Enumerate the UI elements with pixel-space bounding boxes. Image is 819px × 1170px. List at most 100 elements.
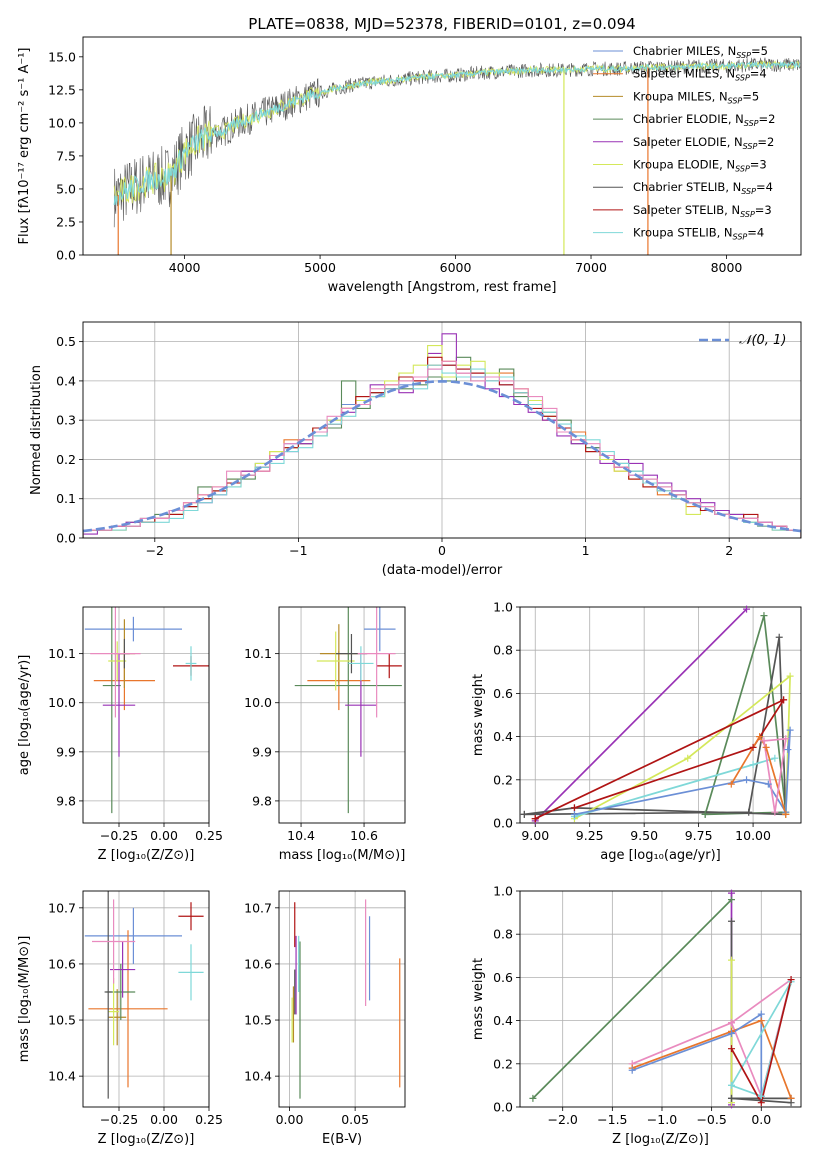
weight-marker — [749, 743, 757, 751]
chart-ebv-mass: 0.00 0.05 10.4 10.5 10.6 10.7 E(B-V) — [244, 890, 406, 1147]
x-tick-label: 0.00 — [150, 1112, 178, 1127]
x-tick-label: −0.5 — [696, 1112, 726, 1127]
y-tick-label: 12.5 — [48, 82, 76, 97]
x-tick-label: 0 — [438, 543, 446, 558]
x-tick-label: 0.25 — [195, 1112, 223, 1127]
y-tick-label: 10.7 — [244, 900, 272, 915]
legend-label: 𝒩(0, 1) — [739, 333, 786, 348]
y-tick-label: 9.8 — [56, 793, 76, 808]
legend-entry: Kroupa MILES, NSSP=5 — [633, 89, 759, 105]
weight-marker — [771, 754, 779, 762]
legend-subscript: SSP — [728, 96, 743, 105]
legend-subscript: SSP — [741, 187, 756, 196]
x-tick-label: 10.6 — [350, 828, 378, 843]
x-tick-label: 0.25 — [195, 828, 223, 843]
legend-value: =3 — [750, 158, 767, 172]
weight-marker — [743, 605, 751, 613]
weight-marker — [727, 780, 735, 788]
weight-marker — [764, 780, 772, 788]
weight-marker — [743, 776, 751, 784]
y-tick-label: 1.0 — [493, 884, 513, 899]
y-tick-label: 0.0 — [493, 1100, 513, 1115]
weight-line — [534, 608, 748, 822]
x-tick-label: −1 — [289, 543, 307, 558]
x-tick-label: 0.00 — [150, 828, 178, 843]
histogram-step — [83, 360, 801, 538]
legend-value: =4 — [756, 180, 773, 194]
y-tick-label: 0.5 — [56, 334, 76, 349]
plot-area — [524, 608, 791, 822]
legend-label: Kroupa ELODIE, N — [633, 158, 735, 172]
y-tick-label: 0.2 — [56, 452, 76, 467]
legend-value: =4 — [747, 226, 764, 240]
x-axis-label: E(B-V) — [322, 1132, 362, 1147]
x-tick-label: 8000 — [711, 260, 743, 275]
weight-marker — [782, 810, 790, 818]
weight-line — [763, 737, 787, 814]
y-tick-label: 15.0 — [48, 49, 76, 64]
axes-frame — [82, 890, 210, 1108]
legend-entry: Chabrier MILES, NSSP=5 — [633, 44, 768, 60]
legend-label: Chabrier MILES, N — [633, 44, 736, 58]
weight-line — [631, 1013, 763, 1097]
y-tick-label: 2.5 — [56, 214, 76, 229]
x-axis-label: mass [log₁₀(M/M⊙)] — [279, 848, 406, 863]
legend-label: Kroupa MILES, N — [633, 89, 728, 103]
weight-marker — [771, 808, 779, 816]
weight-marker — [727, 1045, 735, 1053]
legend-subscript: SSP — [736, 51, 751, 60]
weight-marker — [727, 1081, 735, 1089]
y-tick-label: 0.4 — [493, 729, 513, 744]
chart-z-mass: −0.25 0.00 0.25 10.4 10.5 10.6 10.7 Z [log₁₀(Z/… — [17, 890, 223, 1147]
gaussian-curve — [83, 379, 801, 533]
weight-marker — [727, 896, 735, 904]
x-tick-label: 7000 — [575, 260, 607, 275]
weight-marker — [531, 815, 539, 823]
y-tick-label: 10.5 — [244, 1013, 272, 1028]
legend-subscript: SSP — [733, 233, 748, 242]
legend-value: =5 — [751, 44, 768, 58]
weight-marker — [749, 761, 757, 769]
y-axis-label: Flux [fλ10⁻¹⁷ erg cm⁻² s⁻¹ A⁻¹] — [17, 48, 32, 245]
y-axis-label: mass weight — [471, 958, 486, 1040]
y-tick-label: 9.8 — [252, 793, 272, 808]
legend-label: Chabrier STELIB, N — [633, 180, 741, 194]
y-tick-label: 0.6 — [493, 686, 513, 701]
weight-line — [730, 735, 787, 815]
x-axis-label: Z [log₁₀(Z/Z⊙)] — [98, 848, 195, 863]
chart-title: PLATE=0838, MJD=52378, FIBERID=0101, z=0… — [248, 15, 635, 33]
axes-frame — [519, 606, 802, 824]
weight-marker — [727, 1019, 735, 1027]
weight-marker — [786, 672, 794, 680]
legend-subscript: SSP — [735, 165, 750, 174]
legend-value: =5 — [742, 89, 759, 103]
y-tick-label: 0.2 — [493, 1056, 513, 1071]
weight-marker — [780, 696, 788, 704]
x-tick-label: −2.0 — [548, 1112, 578, 1127]
x-tick-label: 6000 — [440, 260, 472, 275]
weight-marker — [745, 808, 753, 816]
legend-entry: Kroupa ELODIE, NSSP=3 — [633, 158, 767, 174]
x-tick-label: 1 — [582, 543, 590, 558]
y-tick-label: 10.1 — [244, 646, 272, 661]
x-tick-label: 10.00 — [735, 828, 771, 843]
axes-frame — [519, 890, 802, 1108]
y-tick-label: 0.0 — [493, 816, 513, 831]
weight-marker — [782, 735, 790, 743]
y-tick-label: 10.5 — [48, 1013, 76, 1028]
x-tick-label: 9.00 — [521, 828, 549, 843]
weight-marker — [757, 1017, 765, 1025]
x-tick-label: −0.25 — [100, 1112, 138, 1127]
y-tick-label: 9.9 — [252, 744, 272, 759]
weight-marker — [727, 956, 735, 964]
x-tick-label: −2 — [146, 543, 164, 558]
weight-marker — [684, 754, 692, 762]
plot-area — [84, 607, 209, 814]
axes-frame — [278, 890, 406, 1108]
chart-z-age: −0.25 0.00 0.25 9.8 9.9 10.0 10.1 Z [log₁₀(Z/Z⊙… — [17, 606, 223, 863]
y-tick-label: 0.8 — [493, 643, 513, 658]
legend-entry: Salpeter ELODIE, NSSP=2 — [633, 135, 774, 151]
y-axis-label: Normed distribution — [29, 365, 44, 495]
chart-age-weight: 9.00 9.25 9.50 9.75 10.00 0.0 0.2 0.4 0.6 0.8 1.0 a… — [471, 600, 802, 863]
x-tick-label: 5000 — [304, 260, 336, 275]
